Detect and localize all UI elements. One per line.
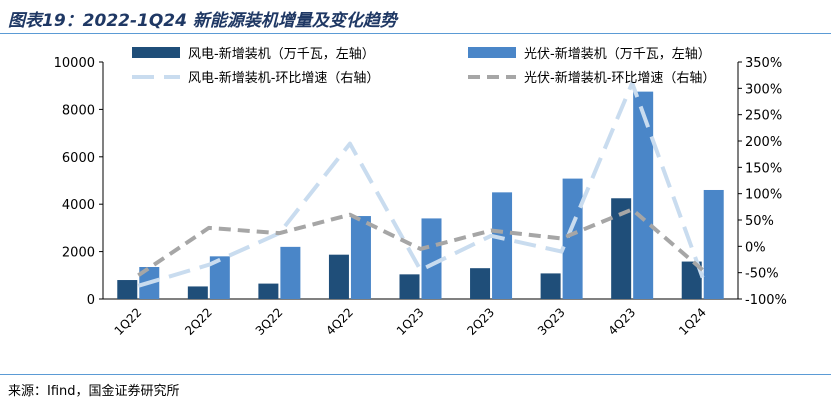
wind-bar xyxy=(470,268,491,299)
wind-bar xyxy=(187,286,208,299)
right-tick-label: -50% xyxy=(745,267,779,282)
wind-bar xyxy=(117,280,138,299)
title-rule xyxy=(0,33,831,34)
source-rule xyxy=(0,374,831,375)
wind-bar xyxy=(399,274,420,299)
legend-swatch xyxy=(468,47,516,58)
left-tick-label: 8000 xyxy=(62,103,95,118)
solar-bar xyxy=(421,218,442,299)
x-tick-label: 3Q22 xyxy=(253,305,286,338)
left-tick-label: 4000 xyxy=(62,198,95,213)
right-tick-label: 200% xyxy=(745,135,782,150)
wind-growth-line xyxy=(137,81,705,288)
solar-growth-line xyxy=(137,207,705,277)
right-tick-label: 150% xyxy=(745,161,782,176)
right-tick-label: 100% xyxy=(745,188,782,203)
left-tick-label: 2000 xyxy=(62,246,95,261)
x-tick-label: 1Q23 xyxy=(394,305,427,338)
x-tick-label: 1Q22 xyxy=(112,305,145,338)
legend-label: 风电-新增装机-环比增速（右轴） xyxy=(188,70,379,86)
left-tick-label: 10000 xyxy=(54,56,95,71)
legend-label: 光伏-新增装机-环比增速（右轴） xyxy=(524,70,715,86)
x-tick-label: 3Q23 xyxy=(535,305,568,338)
x-tick-label: 4Q22 xyxy=(323,305,356,338)
right-tick-label: 50% xyxy=(745,214,774,229)
left-tick-label: 6000 xyxy=(62,151,95,166)
solar-bar xyxy=(633,91,654,299)
figure-title: 图表19：2022-1Q24 新能源装机增量及变化趋势 xyxy=(8,11,397,31)
solar-bar xyxy=(280,246,301,299)
wind-bar xyxy=(258,283,279,299)
legend-label: 风电-新增装机（万千瓦，左轴） xyxy=(188,46,375,62)
wind-bar xyxy=(328,254,349,299)
wind-bar xyxy=(540,273,561,299)
legend-swatch xyxy=(132,47,180,58)
left-tick-label: 0 xyxy=(87,293,95,308)
x-tick-label: 2Q23 xyxy=(464,305,497,338)
right-tick-label: -100% xyxy=(745,293,787,308)
source-note: 来源：Ifind，国金证券研究所 xyxy=(8,384,180,399)
wind-bar xyxy=(611,198,632,299)
solar-bar xyxy=(562,178,583,299)
wind-bar xyxy=(681,261,702,299)
right-tick-label: 0% xyxy=(745,240,766,255)
x-tick-label: 2Q22 xyxy=(182,305,215,338)
right-tick-label: 300% xyxy=(745,82,782,97)
solar-bar xyxy=(209,256,230,299)
right-tick-label: 250% xyxy=(745,109,782,124)
solar-bar xyxy=(350,216,371,299)
solar-bar xyxy=(492,192,513,299)
x-tick-label: 1Q24 xyxy=(676,305,709,338)
x-tick-label: 4Q23 xyxy=(606,305,639,338)
legend-label: 光伏-新增装机（万千瓦，左轴） xyxy=(524,46,711,62)
right-tick-label: 350% xyxy=(745,56,782,71)
solar-bar xyxy=(703,189,724,299)
